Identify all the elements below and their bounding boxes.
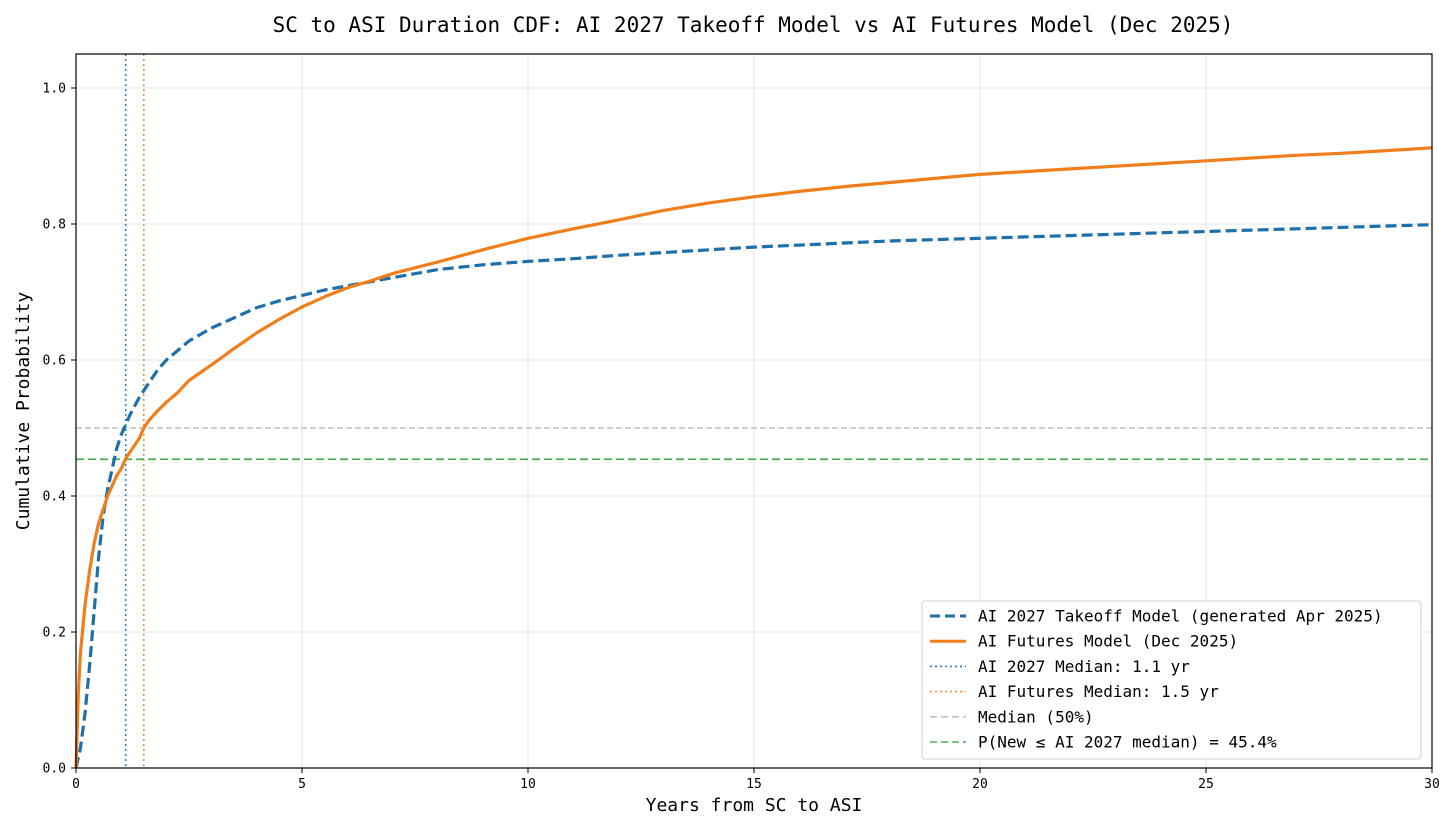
- legend-label: AI 2027 Takeoff Model (generated Apr 202…: [978, 607, 1383, 626]
- x-tick-label: 0: [72, 777, 80, 792]
- legend: AI 2027 Takeoff Model (generated Apr 202…: [921, 600, 1422, 760]
- reference-lines: [76, 54, 1432, 768]
- y-tick-label: 0.2: [43, 626, 66, 641]
- y-tick-label: 0.0: [43, 762, 66, 777]
- y-tick-label: 0.8: [43, 218, 66, 233]
- legend-label: P(New ≤ AI 2027 median) = 45.4%: [978, 733, 1277, 752]
- x-tick-label: 10: [520, 777, 536, 792]
- x-tick-label: 30: [1424, 777, 1440, 792]
- x-tick-label: 15: [746, 777, 762, 792]
- chart-title: SC to ASI Duration CDF: AI 2027 Takeoff …: [273, 13, 1234, 37]
- x-tick-label: 20: [972, 777, 988, 792]
- x-tick-label: 5: [298, 777, 306, 792]
- legend-label: AI Futures Model (Dec 2025): [978, 632, 1238, 651]
- legend-label: AI Futures Median: 1.5 yr: [978, 682, 1219, 701]
- series-lines: [74, 146, 1433, 769]
- y-tick-label: 0.4: [43, 490, 67, 505]
- x-tick-label: 25: [1198, 777, 1214, 792]
- series-line-2: [74, 146, 1433, 769]
- y-tick-label: 0.6: [43, 354, 66, 369]
- axis-ticks: 0 5 10 15 20 25 30 0.0 0.2 0.4 0.6 0.8 1.0: [43, 82, 1440, 793]
- y-tick-label: 1.0: [43, 82, 66, 97]
- y-axis-label: Cumulative Probability: [13, 292, 34, 531]
- legend-box: [921, 600, 1422, 760]
- legend-label: Median (50%): [978, 707, 1094, 726]
- x-axis-label: Years from SC to ASI: [646, 795, 863, 816]
- legend-label: AI 2027 Median: 1.1 yr: [978, 657, 1190, 676]
